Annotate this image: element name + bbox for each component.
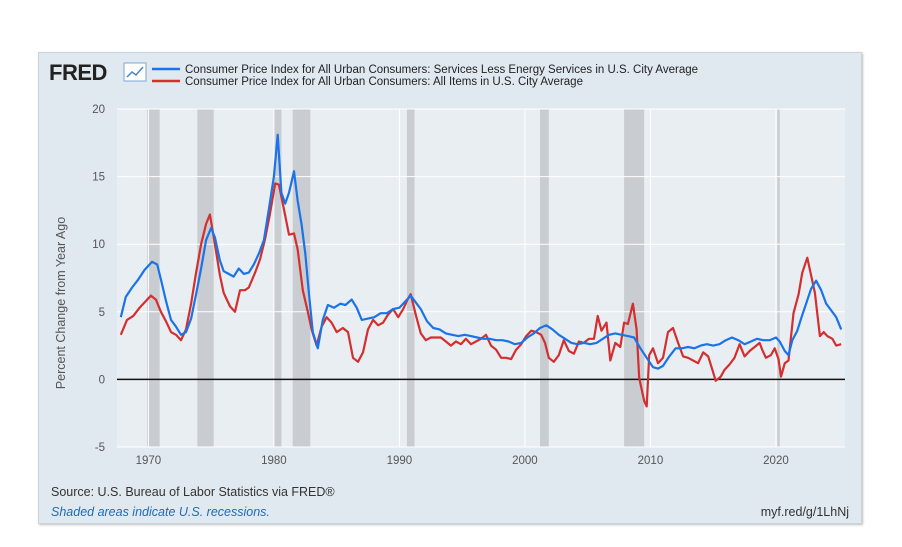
y-tick-label: -5 bbox=[95, 442, 105, 454]
recession-band bbox=[273, 109, 282, 447]
legend-label: Consumer Price Index for All Urban Consu… bbox=[185, 64, 698, 76]
y-tick-label: 15 bbox=[92, 172, 105, 184]
recession-band bbox=[147, 109, 160, 447]
x-tick-label: 2020 bbox=[763, 455, 789, 467]
y-tick-label: 5 bbox=[99, 307, 105, 319]
plot-area bbox=[117, 109, 845, 447]
source-text: Source: U.S. Bureau of Labor Statistics … bbox=[51, 485, 335, 499]
y-axis-ticks: -5 0 5 10 15 20 bbox=[92, 104, 105, 454]
chart-frame: FRED Consumer Price Index for All Urban … bbox=[38, 52, 862, 524]
recession-note[interactable]: Shaded areas indicate U.S. recessions. bbox=[51, 505, 270, 519]
recession-band bbox=[624, 109, 645, 447]
legend-label: Consumer Price Index for All Urban Consu… bbox=[185, 76, 583, 88]
recession-band bbox=[197, 109, 214, 447]
legend: Consumer Price Index for All Urban Consu… bbox=[152, 64, 698, 88]
fred-logo[interactable]: FRED bbox=[49, 60, 107, 85]
recession-band bbox=[539, 109, 549, 447]
x-tick-label: 1980 bbox=[261, 455, 287, 467]
x-tick-label: 1990 bbox=[387, 455, 413, 467]
line-chart: FRED Consumer Price Index for All Urban … bbox=[49, 60, 849, 519]
x-tick-label: 2010 bbox=[638, 455, 664, 467]
fred-chart-icon bbox=[123, 62, 147, 82]
short-url[interactable]: myf.red/g/1LhNj bbox=[761, 505, 849, 519]
y-tick-label: 0 bbox=[99, 374, 105, 386]
y-tick-label: 10 bbox=[92, 239, 105, 251]
y-tick-label: 20 bbox=[92, 104, 105, 116]
x-axis-ticks: 1970 1980 1990 2000 2010 2020 bbox=[136, 455, 789, 467]
y-axis-title: Percent Change from Year Ago bbox=[54, 217, 68, 389]
recession-band bbox=[406, 109, 415, 447]
recession-band bbox=[777, 109, 780, 447]
series-line-all-items bbox=[119, 182, 842, 408]
x-tick-label: 1970 bbox=[136, 455, 162, 467]
x-tick-label: 2000 bbox=[512, 455, 538, 467]
series-line-services bbox=[119, 133, 843, 370]
series-lines bbox=[119, 133, 843, 408]
